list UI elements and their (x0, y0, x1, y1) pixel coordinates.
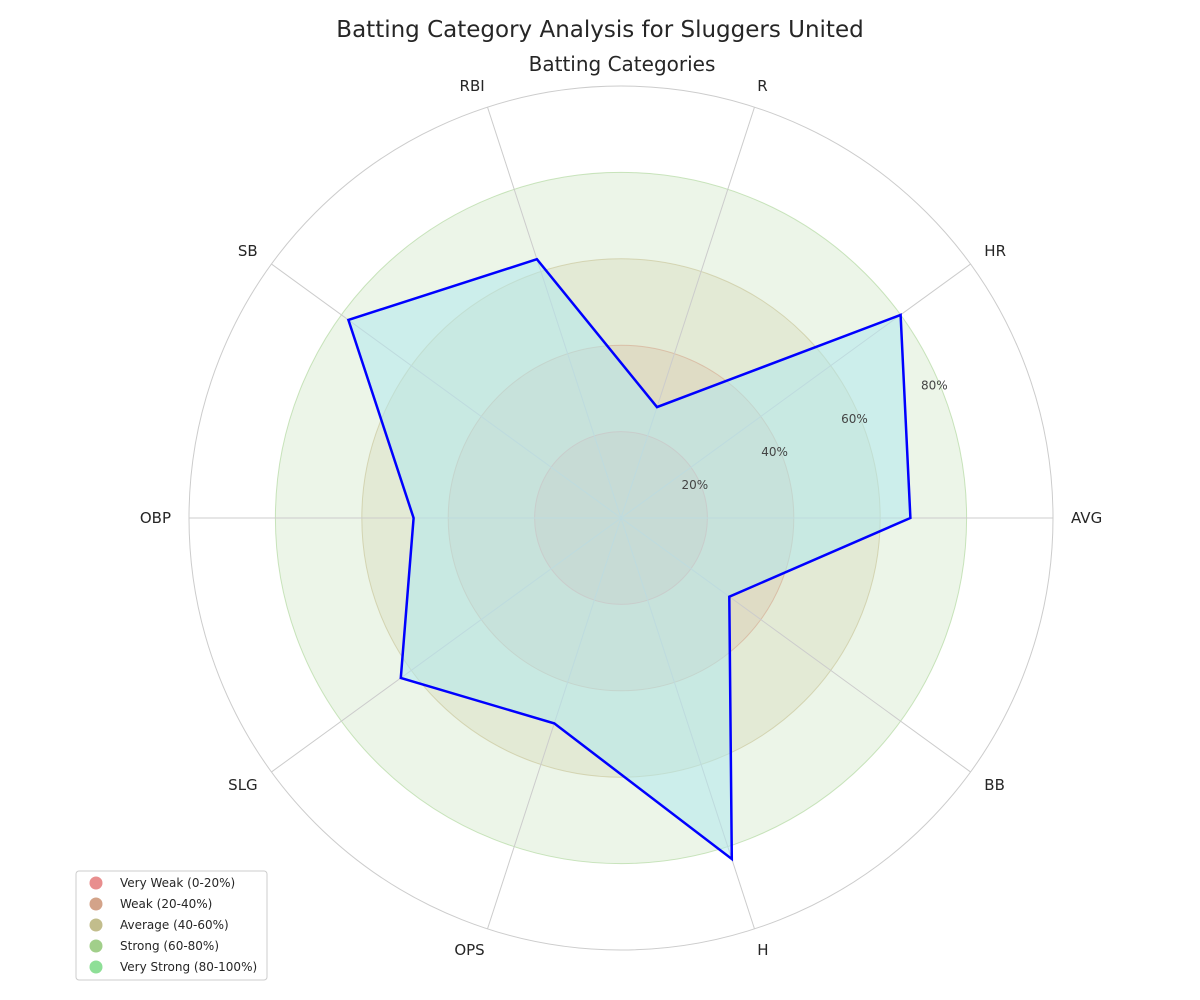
legend-label-2: Weak (20-40%) (120, 897, 212, 911)
category-label-obp: OBP (140, 509, 171, 527)
category-labels: AVG HR R RBI SB OBP SLG OPS H BB (140, 77, 1102, 959)
category-label-avg: AVG (1071, 509, 1102, 527)
category-label-h: H (757, 941, 768, 959)
radial-tick-40: 40% (761, 445, 788, 459)
legend-marker-1 (89, 876, 103, 890)
legend-marker-4 (89, 939, 103, 953)
radial-tick-80: 80% (921, 379, 948, 393)
legend-label-5: Very Strong (80-100%) (120, 960, 257, 974)
legend-box (75, 870, 268, 981)
radial-tick-60: 60% (841, 412, 868, 426)
legend-label-1: Very Weak (0-20%) (120, 876, 235, 890)
chart-subtitle: Batting Categories (529, 52, 716, 76)
category-label-rbi: RBI (460, 77, 485, 95)
category-label-hr: HR (984, 242, 1006, 260)
legend-label-4: Strong (60-80%) (120, 939, 219, 953)
category-label-r: R (757, 77, 767, 95)
series-area (348, 259, 911, 859)
category-label-ops: OPS (454, 941, 484, 959)
legend-marker-2 (89, 897, 103, 911)
series-line (346, 257, 912, 862)
category-label-slg: SLG (228, 776, 258, 794)
category-label-bb: BB (984, 776, 1005, 794)
category-label-sb: SB (238, 242, 258, 260)
legend-label-3: Average (40-60%) (120, 918, 229, 932)
radial-tick-labels: 20% 40% 60% 80% (681, 379, 947, 492)
radial-tick-20: 20% (681, 478, 708, 492)
legend-marker-3 (89, 918, 103, 932)
legend: Very Weak (0-20%) Weak (20-40%) Average (4… (75, 870, 268, 981)
legend-marker-5 (89, 960, 103, 974)
chart-title: Batting Category Analysis for Sluggers U… (336, 17, 863, 43)
data-series (346, 257, 912, 862)
